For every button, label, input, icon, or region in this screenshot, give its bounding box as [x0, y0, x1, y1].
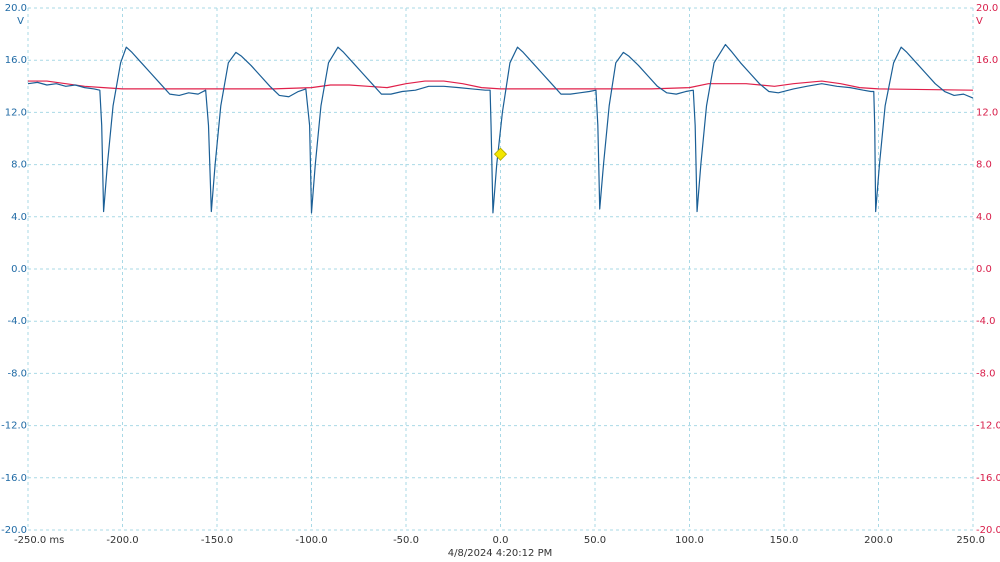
y2-tick-label: 16.0: [976, 55, 998, 66]
y2-tick-label: -20.0: [976, 525, 1000, 536]
y-tick-label: -20.0: [1, 525, 27, 536]
y2-tick-label: 8.0: [976, 160, 992, 171]
y2-tick-label: -4.0: [976, 316, 996, 327]
y-tick-label: 16.0: [5, 55, 27, 66]
timestamp: 4/8/2024 4:20:12 PM: [448, 548, 552, 559]
y-tick-label: 20.0: [5, 3, 27, 14]
x-tick-label: 250.0: [956, 535, 985, 546]
y2-tick-label: -12.0: [976, 421, 1000, 432]
y-tick-label: 4.0: [11, 212, 27, 223]
y-unit: V: [17, 16, 24, 27]
y-tick-label: -12.0: [1, 421, 27, 432]
y2-tick-label: -16.0: [976, 473, 1000, 484]
y2-unit: V: [976, 16, 983, 27]
y-tick-label: 12.0: [5, 107, 27, 118]
y-tick-label: -16.0: [1, 473, 27, 484]
y2-tick-label: -8.0: [976, 368, 996, 379]
trace: [27, 43, 974, 214]
y-tick-label: -8.0: [7, 368, 27, 379]
trigger-marker: [493, 147, 508, 161]
x-tick-label: 200.0: [864, 535, 893, 546]
y2-tick-label: 20.0: [976, 3, 998, 14]
y-tick-label: 8.0: [11, 160, 27, 171]
x-tick-label: -200.0: [106, 535, 138, 546]
x-tick-label: -100.0: [295, 535, 327, 546]
y2-tick-label: 12.0: [976, 107, 998, 118]
trace: [28, 80, 974, 91]
y-tick-label: 0.0: [11, 264, 27, 275]
y2-tick-label: 0.0: [976, 264, 992, 275]
x-tick-label: 50.0: [584, 535, 606, 546]
x-tick-label: 150.0: [770, 535, 799, 546]
x-tick-label: 100.0: [675, 535, 704, 546]
x-tick-label: -50.0: [393, 535, 419, 546]
x-tick-label: 0.0: [493, 535, 509, 546]
y2-tick-label: 4.0: [976, 212, 992, 223]
x-tick-label: -150.0: [201, 535, 233, 546]
y-tick-label: -4.0: [7, 316, 27, 327]
x-tick-label: -250.0 ms: [14, 535, 64, 546]
